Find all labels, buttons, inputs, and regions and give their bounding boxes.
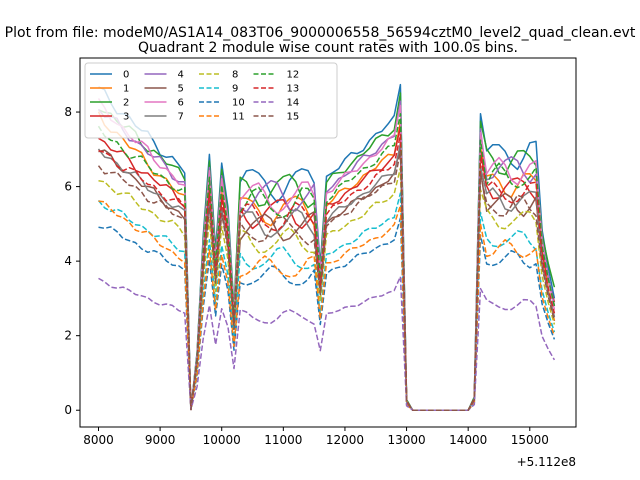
legend-label: 4 [178, 70, 184, 81]
x-tick-label: 14000 [449, 433, 487, 447]
legend-label: 14 [287, 98, 300, 109]
legend-label: 3 [123, 112, 129, 123]
figure-suptitle: Plot from file: modeM0/AS1A14_083T06_900… [5, 25, 636, 41]
legend-label: 9 [232, 84, 238, 95]
legend-label: 7 [178, 112, 184, 123]
legend-label: 13 [287, 84, 300, 95]
series-line-module-11 [98, 200, 556, 411]
x-tick-label: 12000 [326, 433, 364, 447]
legend-label: 11 [232, 112, 245, 123]
series-line-module-14 [98, 275, 556, 411]
series-line-module-15 [97, 150, 556, 411]
legend-box [84, 62, 338, 139]
legend-label: 6 [178, 98, 184, 109]
legend-label: 8 [232, 70, 238, 81]
x-offset-label: +5.112e8 [517, 455, 576, 469]
x-tick-label: 15000 [511, 433, 549, 447]
series-line-module-13 [98, 133, 556, 411]
x-tick-label: 9000 [145, 433, 176, 447]
legend-label: 5 [178, 84, 184, 95]
series-layer [97, 83, 556, 411]
x-tick-label: 8000 [83, 433, 114, 447]
y-tick-label: 4 [64, 254, 72, 268]
x-tick-label: 10000 [203, 433, 241, 447]
axes: 8000 9000 10000 11000 12000 13000 14000 15000 0 2… [64, 105, 549, 447]
y-tick-label: 6 [64, 180, 72, 194]
legend-label: 10 [232, 98, 245, 109]
legend-label: 0 [123, 70, 129, 81]
chart-title: Quadrant 2 module wise count rates with … [138, 40, 518, 56]
legend-label: 12 [287, 70, 300, 81]
legend-label: 15 [287, 112, 300, 123]
y-tick-label: 2 [64, 329, 72, 343]
plot-frame [79, 57, 577, 428]
legend-label: 2 [123, 98, 129, 109]
y-tick-label: 8 [64, 105, 72, 119]
legend-label: 1 [123, 84, 129, 95]
x-tick-label: 13000 [387, 433, 425, 447]
y-tick-label: 0 [64, 403, 72, 417]
x-tick-label: 11000 [264, 433, 302, 447]
